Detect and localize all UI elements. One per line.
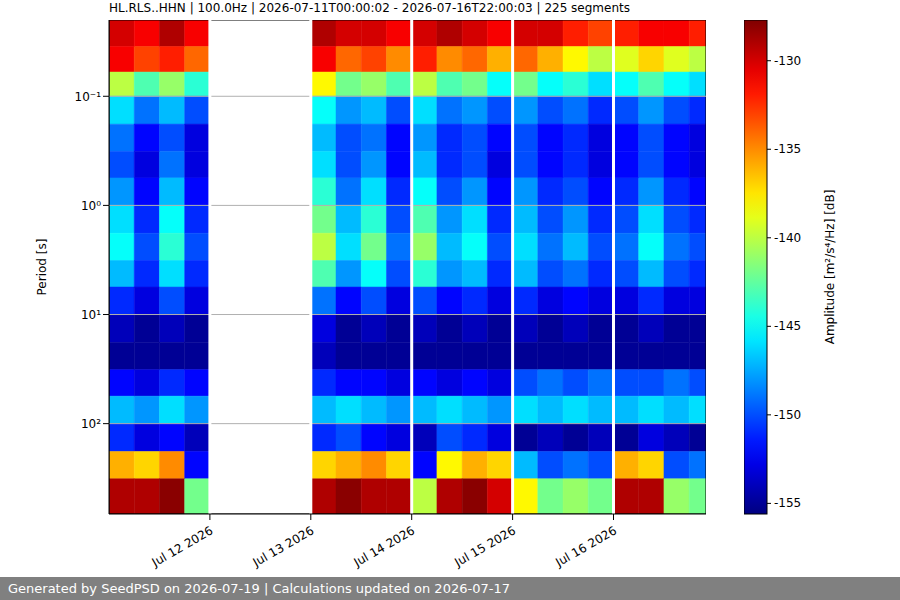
svg-text:-150: -150 xyxy=(774,408,801,422)
svg-text:10⁰: 10⁰ xyxy=(81,199,101,213)
svg-text:Amplitude [m²/s⁴/Hz] [dB]: Amplitude [m²/s⁴/Hz] [dB] xyxy=(823,190,837,345)
html-text:HL.RLS..HHN | 100.0Hz | 2026-0: HL.RLS..HHN | 100.0Hz | 2026-07-11T00:00… xyxy=(109,1,630,15)
svg-text:-135: -135 xyxy=(774,142,801,156)
svg-text:Jul 16 2026: Jul 16 2026 xyxy=(552,523,619,570)
svg-text:10¹: 10¹ xyxy=(81,308,101,322)
svg-text:Jul 12 2026: Jul 12 2026 xyxy=(149,523,216,570)
svg-text:-130: -130 xyxy=(774,54,801,68)
svg-text:Jul 13 2026: Jul 13 2026 xyxy=(250,523,317,570)
svg-text:10²: 10² xyxy=(81,417,101,431)
svg-text:Jul 15 2026: Jul 15 2026 xyxy=(451,523,518,570)
svg-text:-155: -155 xyxy=(774,496,801,510)
html-text:Generated by SeedPSD on 2026-0: Generated by SeedPSD on 2026-07-19 | Cal… xyxy=(8,581,510,596)
svg-text:Period [s]: Period [s] xyxy=(35,239,49,296)
svg-text:-145: -145 xyxy=(774,319,801,333)
svg-text:10⁻¹: 10⁻¹ xyxy=(75,90,102,104)
svg-text:-140: -140 xyxy=(774,231,801,245)
svg-text:Jul 14 2026: Jul 14 2026 xyxy=(351,523,418,570)
